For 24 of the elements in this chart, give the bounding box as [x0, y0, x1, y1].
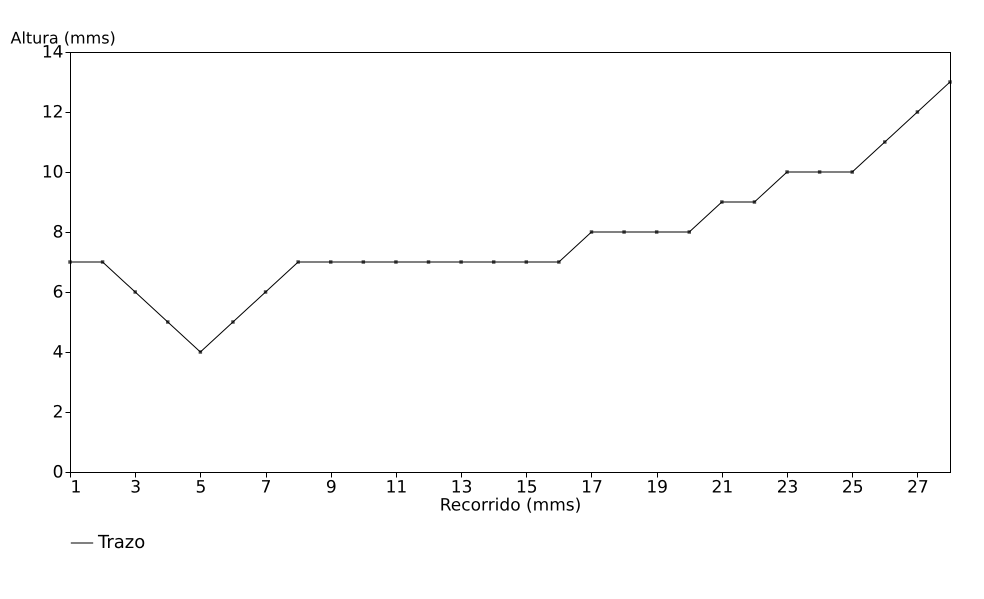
x-tick-label: 3 [130, 478, 142, 498]
x-tick-label: 7 [260, 478, 272, 498]
legend-label: Trazo [97, 532, 146, 553]
y-tick-label: 2 [52, 402, 64, 422]
x-tick-label: 19 [646, 478, 668, 498]
x-tick-label: 15 [516, 478, 538, 498]
x-tick-label: 9 [326, 478, 337, 498]
y-tick-label: 10 [42, 162, 64, 182]
y-tick-label: 8 [52, 222, 64, 242]
y-tick-label: 12 [42, 102, 64, 122]
x-tick-label: 13 [450, 478, 472, 498]
x-tick-label: 5 [195, 478, 206, 498]
x-tick-label: 25 [842, 478, 864, 498]
x-tick-label: 11 [386, 478, 408, 498]
x-tick-label: 17 [581, 478, 603, 498]
y-tick-label: 6 [52, 282, 64, 302]
x-tick-label: 1 [70, 478, 82, 498]
x-tick-label: 27 [907, 478, 929, 498]
y-tick-label: 0 [52, 462, 64, 482]
x-axis-title: Recorrido (mms) [440, 496, 582, 516]
x-tick-label: 21 [712, 478, 734, 498]
y-tick-label: 14 [42, 42, 64, 62]
x-tick-label: 23 [776, 478, 798, 498]
y-tick-label: 4 [52, 342, 64, 362]
